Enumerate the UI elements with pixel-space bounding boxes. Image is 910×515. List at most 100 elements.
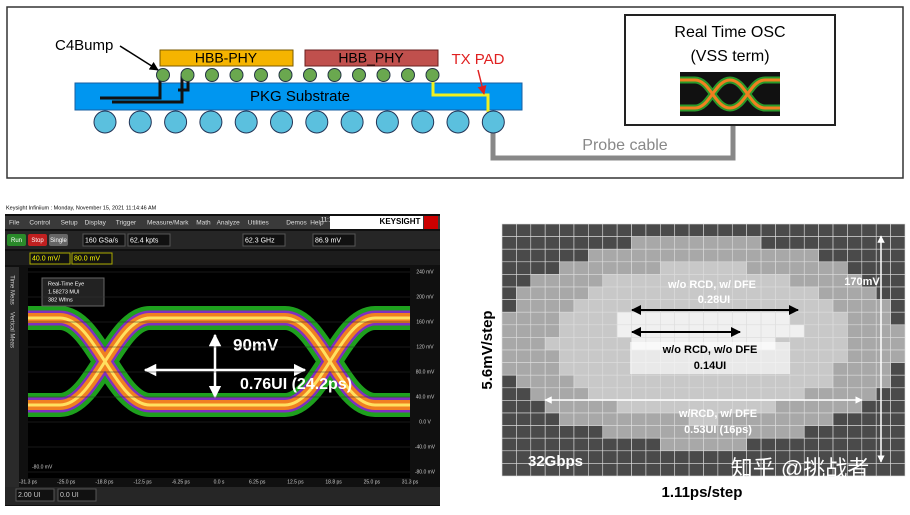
grid-cell [588,299,604,313]
grid-cell [645,274,661,288]
grid-cell [645,412,661,426]
x-label: 0.0 s [214,479,225,485]
grid-cell [875,286,891,300]
grid-cell [544,286,560,300]
brand: KEYSIGHT [380,217,421,226]
grid-cell [890,248,906,263]
button[interactable] [7,234,26,246]
y-label: -80.0 mV [415,469,436,475]
grid-cell [544,425,560,439]
grid-cell [588,437,604,452]
grid-cell [847,337,863,351]
grid-cell [588,274,604,288]
grid-cell [890,324,906,338]
grid-cell [516,337,532,351]
grid-cell [616,223,632,237]
menu-item[interactable]: Measure/Mark [147,220,189,227]
grid-cell [516,248,532,263]
grid-cell [818,425,834,439]
grid-cell [530,337,546,351]
grid-cell [631,425,647,439]
y-label: 200 mV [416,294,434,300]
grid-cell [602,437,618,452]
grid-cell [890,286,906,300]
grid-cell [544,223,560,237]
grid-cell [616,286,632,300]
menu-item[interactable]: Trigger [116,220,137,227]
side-tab[interactable]: Vertical Meas [8,312,14,348]
grid-cell [631,236,647,250]
menu-item[interactable]: Utilities [248,220,270,227]
grid-cell [660,463,676,477]
bump [303,68,317,82]
menu-item[interactable]: Analyze [217,220,241,227]
side-tab[interactable]: Time Meas [8,275,14,304]
menu-item[interactable]: Control [29,220,51,227]
grid-cell [861,299,877,313]
menu-item[interactable]: File [9,220,20,227]
grid-cell [818,400,834,414]
arrow [477,69,487,95]
grid-cell [573,362,589,376]
grid-cell [588,463,604,477]
grid-cell [616,450,632,464]
menu-item[interactable]: Help [310,220,324,227]
grid-cell [890,337,906,351]
arrow [119,45,159,71]
grid-cell [559,261,575,275]
field [57,488,97,502]
grid-cell [760,425,776,439]
grid-cell [631,286,647,300]
grid-cell [674,248,690,263]
label: HBB_PHY [338,50,404,66]
grid-cell [760,437,776,452]
grid-cell [803,274,819,288]
button-label[interactable]: Stop [31,238,44,244]
menu-item[interactable]: Display [85,220,107,227]
grid-cell [890,463,906,477]
menu-item[interactable]: Setup [61,220,78,227]
grid-cell [616,261,632,275]
grid-cell [803,324,819,338]
grid-cell [875,362,891,376]
grid-cell [861,324,877,338]
ball [446,110,470,134]
ball [270,110,293,134]
grid-cell [501,299,517,313]
menu-item[interactable]: Demos [286,220,307,227]
grid-cell [832,286,848,300]
x-label: -25.0 ps [57,479,76,485]
button-label[interactable]: Run [11,238,22,244]
grid-cell [789,236,805,250]
grid-cell [847,311,863,326]
grid-cell [631,261,647,275]
button-label[interactable]: Single [50,238,67,244]
grid-cell [875,387,891,401]
grid-cell [875,374,891,389]
grid-cell [760,274,776,288]
button[interactable] [49,234,68,246]
field [15,488,55,502]
menu-item[interactable]: Math [196,220,211,227]
grid-cell [818,412,834,426]
grid-cell [530,223,546,237]
grid-cell [674,437,690,452]
osc-eye-trace [680,78,780,110]
ball [340,110,364,134]
button[interactable] [28,234,47,246]
grid-cell [890,299,906,313]
grid-cell [516,311,532,326]
grid-cell [588,248,604,263]
grid-cell [645,450,661,464]
grid-cell [530,349,546,363]
grid-cell [501,400,517,414]
grid-cell [631,274,647,288]
grid-cell [832,324,848,338]
grid-cell [832,223,848,237]
grid-cell [516,236,532,250]
close[interactable] [424,216,438,229]
grid-cell [588,425,604,439]
grid-cell [746,311,762,326]
grid-cell [818,324,834,338]
